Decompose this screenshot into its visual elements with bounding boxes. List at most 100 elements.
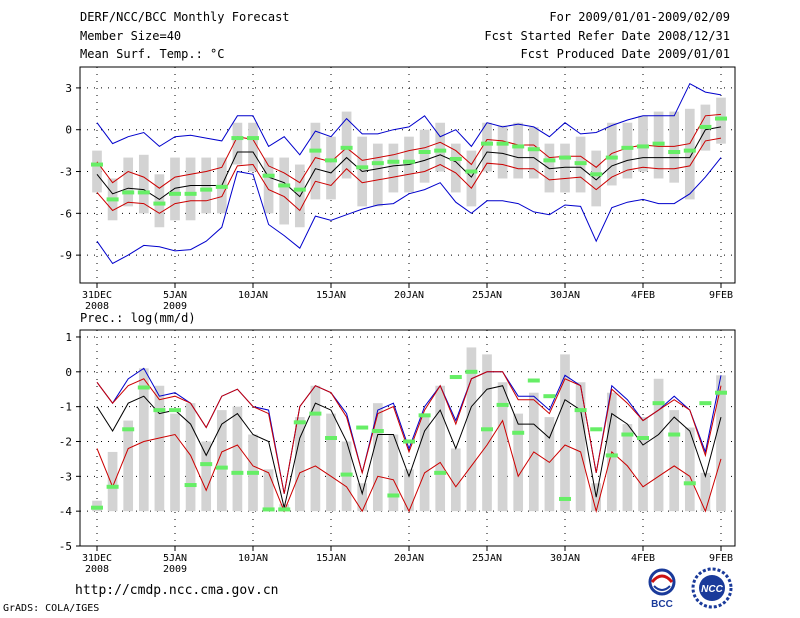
prec-observed-marker	[512, 430, 525, 435]
bcc-logo-text: BCC	[651, 599, 673, 610]
temp-observed-marker	[247, 136, 259, 141]
prec-observed-marker	[153, 408, 166, 413]
temp-spread-bar	[606, 122, 617, 186]
temp-spread-bar	[326, 136, 336, 200]
temp-observed-marker	[699, 124, 712, 129]
temp-min-line	[96, 157, 722, 265]
temp-observed-marker	[153, 201, 166, 206]
temp-observed-marker	[184, 191, 197, 196]
prec-observed-marker	[434, 470, 447, 475]
prec-observed-marker	[605, 453, 618, 458]
temp-lower-line	[96, 137, 722, 214]
temp-observed-marker	[200, 187, 213, 192]
temp-ytick-label: -9	[59, 249, 72, 262]
prec-ytick-label: -4	[59, 505, 73, 518]
temp-spread-bar	[170, 157, 180, 221]
prec-observed-marker	[200, 462, 213, 467]
prec-spread-bar	[326, 413, 336, 512]
prec-observed-marker	[262, 507, 275, 512]
prec-ytick-label: 0	[65, 366, 72, 379]
prec-xtick-label: 10JAN	[238, 553, 268, 564]
temp-observed-marker	[605, 155, 618, 160]
prec-spread-bar	[419, 413, 430, 512]
temp-spread-bar	[684, 108, 695, 200]
temp-observed-marker	[403, 159, 415, 164]
prec-spread-bar	[201, 441, 212, 512]
temp-ytick-label: 3	[65, 82, 72, 95]
temp-spread-bar	[419, 129, 430, 183]
temp-spread-bar	[591, 150, 602, 207]
prec-observed-marker	[169, 408, 181, 413]
temp-spread-bar	[497, 125, 508, 179]
prec-observed-marker	[621, 432, 634, 437]
temp-ytick-label: -3	[59, 166, 72, 179]
temp-spread-bar	[372, 143, 383, 207]
temp-xtick-label: 30JAN	[550, 290, 580, 301]
prec-spread-bar	[482, 354, 492, 512]
prec-observed-marker	[403, 439, 415, 444]
prec-observed-marker	[668, 432, 681, 437]
temp-observed-marker	[169, 191, 181, 196]
prec-observed-marker	[278, 507, 291, 512]
prec-ytick-label: -3	[59, 470, 72, 483]
prec-observed-marker	[231, 470, 244, 475]
temp-frame	[79, 66, 736, 284]
temp-spread-bar	[138, 154, 149, 214]
temp-observed-marker	[637, 144, 649, 149]
prec-observed-marker	[387, 493, 400, 498]
prec-spread-bar	[684, 427, 695, 512]
prec-xtick-label: 5JAN	[163, 553, 187, 564]
prec-spread-bar	[638, 417, 648, 512]
temp-spread-bar	[638, 115, 648, 172]
temp-observed-marker	[434, 148, 447, 153]
prec-observed-marker	[574, 408, 587, 413]
prec-spread-bar	[154, 385, 165, 512]
prec-observed-marker	[590, 427, 603, 432]
temp-observed-marker	[106, 197, 119, 202]
prec-xtick-label: 9FEB	[709, 553, 733, 564]
prec-observed-marker	[683, 481, 696, 486]
prec-observed-marker	[637, 436, 649, 440]
temp-observed-marker	[652, 141, 665, 146]
temp-observed-marker	[231, 136, 244, 141]
prec-observed-marker	[449, 375, 462, 380]
prec-xtick-label: 30JAN	[550, 553, 580, 564]
forecast-produced-date: Fcst Produced Date 2009/01/01	[520, 47, 730, 61]
temp-xtick-label: 31DEC	[82, 290, 112, 301]
temp-spread-bar	[310, 122, 321, 200]
prec-mean-line	[96, 385, 722, 508]
prec-xtick-label: 25JAN	[472, 553, 502, 564]
prec-spread-bar	[232, 406, 243, 512]
temp-observed-marker	[137, 190, 150, 195]
prec-spread-bar	[388, 434, 399, 512]
temp-ytick-label: -6	[59, 207, 72, 220]
temp-observed-marker	[668, 150, 681, 155]
source-url[interactable]: http://cmdp.ncc.cma.gov.cn	[75, 583, 279, 598]
prec-observed-marker	[527, 378, 540, 383]
prec-spread-bar	[123, 420, 134, 512]
temp-xtick-label: 4FEB	[631, 290, 655, 301]
prec-observed-marker	[309, 411, 322, 416]
temp-observed-marker	[496, 141, 509, 146]
temp-xtick-label: 10JAN	[238, 290, 268, 301]
prec-spread-bar	[560, 354, 570, 512]
prec-ytick-label: -2	[59, 435, 72, 448]
temp-xtick-label: 20JAN	[394, 290, 424, 301]
prec-spread-bar	[216, 410, 227, 512]
temp-observed-marker	[543, 158, 556, 163]
temp-spread-bar	[716, 97, 726, 144]
prec-spread-bar	[716, 375, 726, 512]
prec-xtick-label: 4FEB	[631, 553, 655, 564]
ncc-logo-text: NCC	[701, 584, 723, 595]
temp-observed-marker	[621, 145, 634, 150]
prec-spread-bar	[653, 378, 664, 512]
temp-spread-bar	[388, 143, 399, 193]
prec-xtick-year: 2009	[163, 564, 187, 575]
temp-upper-line	[96, 113, 722, 189]
temp-spread-bar	[232, 122, 243, 165]
prec-spread-bar	[107, 451, 118, 512]
temp-spread-bar	[622, 122, 633, 179]
prec-spread-bar	[700, 472, 711, 512]
temp-xtick-year: 2009	[163, 301, 187, 312]
temp-max-line	[96, 83, 722, 156]
